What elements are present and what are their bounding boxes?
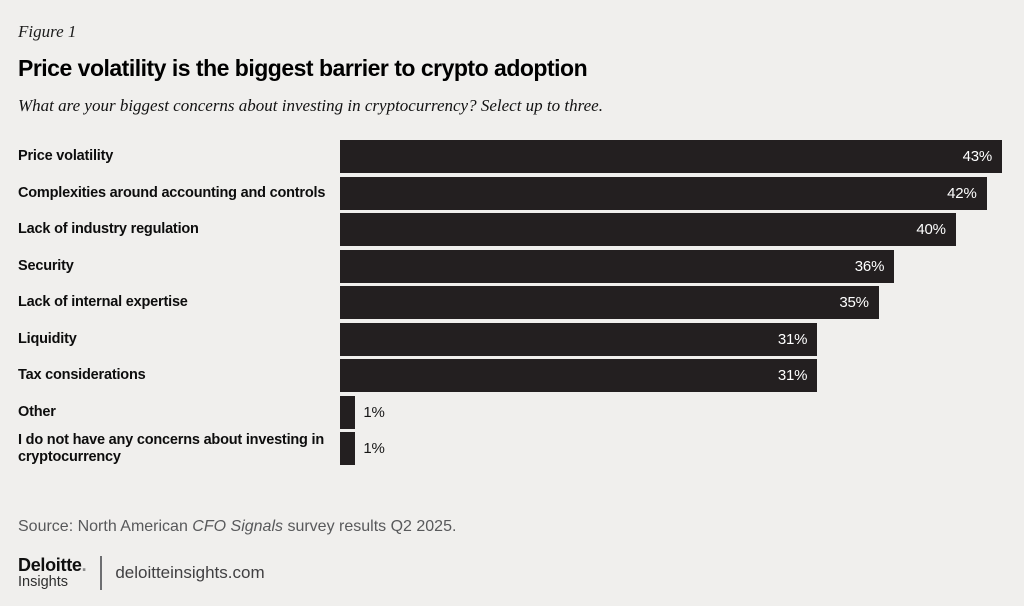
bar [340,432,356,465]
bar-row: I do not have any concerns about investi… [18,432,1002,465]
bar: 35% [340,286,879,319]
bar-label: Lack of internal expertise [18,294,188,311]
bar-track: 43% [340,140,1002,173]
bar-row: Lack of internal expertise 35% [18,286,1002,319]
bar-value: 43% [962,148,993,165]
bar-value: 31% [777,367,808,384]
bar-row: Other 1% [18,395,1002,429]
bar-track: 1% [340,395,1002,429]
bar-value: 40% [916,221,946,238]
bar-track: 36% [340,249,1002,283]
page-title: Price volatility is the biggest barrier … [18,55,588,81]
bar-track: 40% [340,213,1002,246]
bar-label: Price volatility [18,148,114,165]
bar: 43% [340,140,1002,173]
brand-sub: Insights [18,574,68,591]
bar-row: Security 36% [18,249,1002,283]
bar-track: 31% [340,359,1002,392]
source-suffix: survey results Q2 2025. [283,518,457,535]
bar: 31% [340,359,818,392]
brand-name: Deloitte. [18,555,87,576]
bar: 42% [340,176,987,210]
source-note: Source: North American CFO Signals surve… [18,518,1002,536]
bar-row: Tax considerations 31% [18,359,1002,392]
bar-label: Complexities around accounting and contr… [18,184,326,201]
bar [340,395,356,429]
bar-track: 35% [340,286,1002,319]
bar-row: Lack of industry regulation 40% [18,213,1002,246]
bar-row: Liquidity 31% [18,322,1002,356]
bar-track: 42% [340,176,1002,210]
source-publication: CFO Signals [192,518,283,535]
bar-label: Liquidity [18,330,77,347]
bar-value: 42% [947,184,977,202]
footer: Deloitte. Insights deloitteinsights.com [18,556,1002,590]
bar-value: 36% [854,257,885,275]
bar-value: 35% [839,294,869,311]
deloitte-insights-logo: Deloitte. Insights [18,555,87,591]
bar-label: Lack of industry regulation [18,221,199,238]
bar-value: 31% [777,330,808,348]
bar-label: Tax considerations [18,367,146,384]
bar-chart: Price volatility 43% Complexities around a… [18,140,1002,465]
brand-dot: . [81,555,87,576]
bar-label: Other [18,403,56,420]
footer-divider [100,556,103,590]
brand-wordmark: Deloitte [18,555,82,576]
bar: 36% [340,249,895,283]
bar-value: 1% [363,403,385,421]
bar-row: Complexities around accounting and contr… [18,176,1002,210]
bar-track: 1% [340,432,1002,465]
bar-track: 31% [340,322,1002,356]
survey-question: What are your biggest concerns about inv… [18,96,603,115]
bar-label: I do not have any concerns about investi… [18,432,325,465]
bar: 40% [340,213,956,246]
bar: 31% [340,322,818,356]
bar-label: Security [18,257,74,274]
bar-row: Price volatility 43% [18,140,1002,173]
bar-value: 1% [363,440,385,457]
footer-site-url: deloitteinsights.com [115,563,265,582]
source-prefix: Source: North American [18,518,193,535]
figure-label: Figure 1 [18,22,77,41]
